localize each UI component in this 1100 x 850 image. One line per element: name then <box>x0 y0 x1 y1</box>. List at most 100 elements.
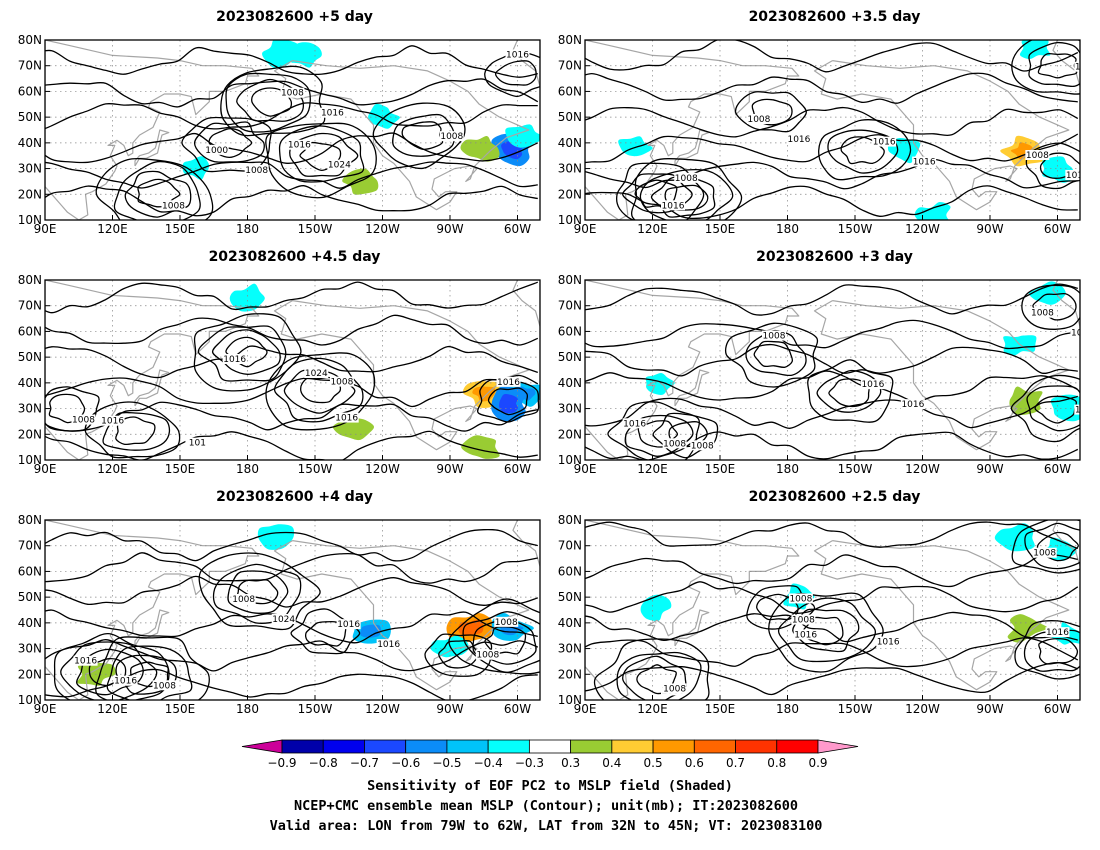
isobar-ring <box>1032 292 1077 321</box>
contour-label: 1008 <box>245 166 268 176</box>
lat-tick-label: 60N <box>18 84 42 98</box>
isobar-line <box>585 185 1078 220</box>
lat-tick-label: 60N <box>558 84 582 98</box>
contour-label-bg <box>244 164 269 175</box>
isobar-ring <box>753 340 794 368</box>
contour-label: 1008 <box>72 416 95 426</box>
isobar-line <box>45 552 538 584</box>
lat-tick-label: 40N <box>18 136 42 150</box>
axis-ticks: 90E 120E 150E 180 150W 120W 90W 60W 10N 20N 30N 40N… <box>18 33 531 236</box>
lat-tick-label: 30N <box>558 402 582 416</box>
isobar-ring <box>1025 142 1080 190</box>
isobar-ring <box>236 78 304 122</box>
lon-tick-label: 120W <box>905 702 940 716</box>
contour-label: 1008 <box>789 594 812 604</box>
coastline-1 <box>813 540 1070 691</box>
isobar-line <box>585 40 1079 73</box>
isobar-ring <box>372 102 466 170</box>
shading-patch-5 <box>1007 614 1048 643</box>
contour-label: 1016 <box>288 141 311 151</box>
coastline-3 <box>134 129 170 167</box>
lat-tick-label: 20N <box>558 427 582 441</box>
contour-label: 1008 <box>440 132 463 142</box>
lon-tick-label: 90E <box>574 462 597 476</box>
contour-label: 1016 <box>335 414 358 424</box>
lon-tick-label: 60W <box>504 222 531 236</box>
shading-patch-6 <box>640 594 672 622</box>
lon-tick-label: 150W <box>298 222 333 236</box>
lat-tick-label: 80N <box>18 273 42 287</box>
lon-tick-label: 150W <box>298 702 333 716</box>
lon-tick-label: 150W <box>838 702 873 716</box>
contour-label: 1008 <box>193 701 216 711</box>
map-panel-3: 2023082600 +4.5 day101610081016100810161… <box>18 249 541 476</box>
contour-label-bg <box>622 418 647 429</box>
lat-tick-label: 20N <box>18 667 42 681</box>
lat-tick-label: 20N <box>18 187 42 201</box>
shading-patch-4 <box>1019 40 1051 59</box>
contour-label-bg <box>1030 307 1055 318</box>
isobar-ring <box>1023 629 1080 672</box>
contour-label-bg <box>674 172 699 183</box>
isobar-line <box>585 662 1079 696</box>
map-background <box>45 520 540 700</box>
isobar-ring <box>76 648 144 696</box>
colorbar-swatch <box>611 739 654 754</box>
contour-label: 1016 <box>794 630 817 640</box>
isobar-ring <box>616 651 702 700</box>
contour-label-bg <box>1070 327 1080 338</box>
isobar-ring <box>227 570 289 614</box>
contour-label: 1008 <box>232 595 255 605</box>
contour-labels: 1008 1016 1016 1008 1008 1008 1024 1016 1016 1008 <box>73 594 519 711</box>
shading-patch-6 <box>332 416 375 441</box>
shading-patch-4 <box>257 524 295 550</box>
isobar-ring <box>113 160 201 220</box>
lat-tick-label: 50N <box>558 590 582 604</box>
isobar-ring <box>593 638 710 700</box>
isobar-line <box>585 637 1079 668</box>
shading-patch-5 <box>460 136 500 162</box>
isobar-ring <box>777 597 876 663</box>
coastline-4 <box>1052 40 1080 87</box>
panel-title: 2023082600 +5 day <box>216 9 373 25</box>
lon-tick-label: 60W <box>1044 462 1071 476</box>
isobar-ring <box>106 645 193 700</box>
lat-tick-label: 50N <box>18 350 42 364</box>
grid-lines <box>585 40 1080 220</box>
colorbar-label: −0.4 <box>474 756 503 770</box>
isobar-line <box>585 431 1079 460</box>
isobar-ring <box>484 626 527 655</box>
panel-title: 2023082600 +4 day <box>216 489 373 505</box>
isobar-ring <box>401 121 444 150</box>
lat-tick-label: 10N <box>558 453 582 467</box>
lat-tick-label: 50N <box>18 590 42 604</box>
contour-label: 1016 <box>1071 329 1094 339</box>
contour-label: 1016 <box>101 417 124 427</box>
isobar-ring <box>1024 522 1080 570</box>
contour-label: 1016 <box>321 109 344 119</box>
isobar-ring <box>484 51 540 98</box>
isobar-line <box>45 185 538 217</box>
contour-label-bg <box>494 616 519 627</box>
lat-tick-label: 70N <box>18 539 42 553</box>
isobar-ring <box>827 129 899 174</box>
isobar-ring <box>650 175 716 218</box>
contour-label-bg <box>762 330 786 341</box>
contour-label-bg <box>788 593 813 604</box>
lat-tick-label: 30N <box>18 402 42 416</box>
isobar-line <box>45 132 539 164</box>
contour-label: 1008 <box>691 441 714 451</box>
colorbar-swatch <box>322 739 365 754</box>
isobar-line <box>585 370 1079 403</box>
lat-tick-label: 30N <box>558 162 582 176</box>
contour-label-bg <box>287 139 312 150</box>
isobar-ring <box>197 325 287 382</box>
lat-tick-label: 10N <box>18 453 42 467</box>
isobar-ring <box>622 655 687 700</box>
map-panel-4: 2023082600 +3 day 1008 1016 1016 1008 1008 101… <box>558 249 1094 476</box>
contour-label: 1008 <box>202 221 225 231</box>
colorbar-label: −0.5 <box>432 756 461 770</box>
contour-label: 1024 <box>328 161 351 171</box>
lon-tick-label: 180 <box>236 462 259 476</box>
contour-label-bg <box>1074 61 1080 72</box>
